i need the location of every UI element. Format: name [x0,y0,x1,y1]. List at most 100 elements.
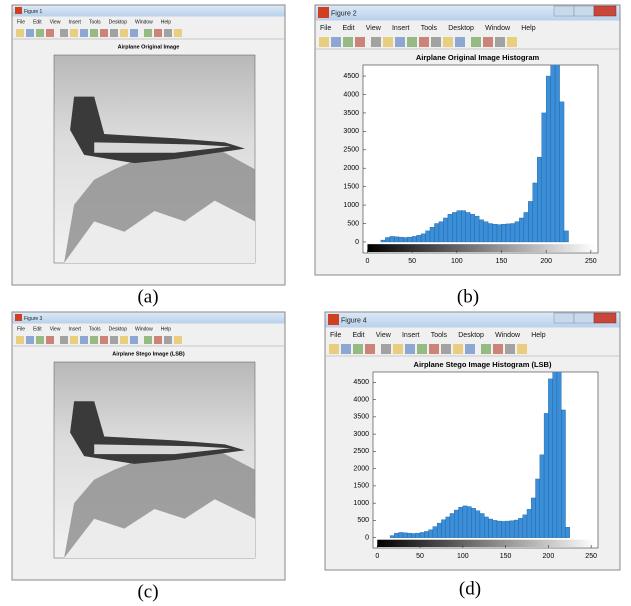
menu-item[interactable]: Window [135,326,153,332]
menu-item[interactable]: View [366,25,382,32]
toolbar-button[interactable] [483,37,493,47]
toolbar-button[interactable] [381,344,391,354]
menu-item[interactable]: Insert [392,25,410,32]
toolbar-button[interactable] [36,336,44,344]
toolbar-button[interactable] [319,37,329,47]
toolbar-button[interactable] [429,344,439,354]
toolbar-button[interactable] [493,344,503,354]
menu-item[interactable]: File [17,326,25,332]
toolbar-button[interactable] [441,344,451,354]
menu-item[interactable]: Edit [33,19,42,25]
toolbar-button[interactable] [395,37,405,47]
toolbar-button[interactable] [407,37,417,47]
menu-item[interactable]: Help [521,25,536,32]
menu-item[interactable]: Edit [342,25,354,32]
toolbar-button[interactable] [144,336,152,344]
menu-item[interactable]: Tools [89,19,101,25]
toolbar-button[interactable] [465,344,475,354]
toolbar-button[interactable] [517,344,527,354]
toolbar-button[interactable] [405,344,415,354]
toolbar-button[interactable] [174,29,182,37]
toolbar-button[interactable] [70,29,78,37]
toolbar-button[interactable] [481,344,491,354]
toolbar-button[interactable] [505,344,515,354]
toolbar-button[interactable] [343,37,353,47]
toolbar-button[interactable] [365,344,375,354]
toolbar-button[interactable] [100,336,108,344]
toolbar-button[interactable] [164,29,172,37]
toolbar-button[interactable] [443,37,453,47]
toolbar-button[interactable] [46,29,54,37]
toolbar-button[interactable] [36,29,44,37]
menu-item[interactable]: File [320,25,331,32]
menu-item[interactable]: View [376,332,392,339]
toolbar-button[interactable] [90,29,98,37]
toolbar-button[interactable] [110,29,118,37]
toolbar-button[interactable] [353,344,363,354]
toolbar-button[interactable] [331,37,341,47]
toolbar-button[interactable] [90,336,98,344]
toolbar-button[interactable] [80,29,88,37]
toolbar-button[interactable] [60,336,68,344]
toolbar-button[interactable] [60,29,68,37]
toolbar-button[interactable] [455,37,465,47]
toolbar-button[interactable] [174,336,182,344]
menu-item[interactable]: Desktop [109,19,128,25]
toolbar-button[interactable] [120,336,128,344]
toolbar-button[interactable] [164,336,172,344]
menu-item[interactable]: Tools [431,332,448,339]
toolbar-button[interactable] [355,37,365,47]
toolbar-button[interactable] [26,336,34,344]
menu-item[interactable]: Insert [402,332,420,339]
toolbar-button[interactable] [495,37,505,47]
toolbar-button[interactable] [417,344,427,354]
toolbar-button[interactable] [100,29,108,37]
menu-item[interactable]: View [50,19,61,25]
toolbar-button[interactable] [329,344,339,354]
toolbar-button[interactable] [16,336,24,344]
toolbar-button[interactable] [120,29,128,37]
menu-item[interactable]: File [330,332,341,339]
menu-item[interactable]: Help [161,326,172,332]
close-button[interactable] [593,312,617,324]
toolbar-button[interactable] [16,29,24,37]
toolbar-button[interactable] [70,336,78,344]
toolbar-button[interactable] [507,37,517,47]
close-button[interactable] [593,5,617,17]
menu-item[interactable]: Desktop [109,326,128,332]
toolbar-button[interactable] [419,37,429,47]
menu-item[interactable]: Help [161,19,172,25]
toolbar-button[interactable] [110,336,118,344]
toolbar-button[interactable] [453,344,463,354]
toolbar-button[interactable] [383,37,393,47]
menu-item[interactable]: Window [135,19,153,25]
menu-item[interactable]: Desktop [448,25,474,32]
maximize-button[interactable] [573,312,595,324]
toolbar-button[interactable] [130,336,138,344]
toolbar-button[interactable] [341,344,351,354]
menu-item[interactable]: View [50,326,61,332]
menu-item[interactable]: Tools [89,326,101,332]
menu-item[interactable]: Insert [68,326,81,332]
toolbar-button[interactable] [26,29,34,37]
menu-item[interactable]: Edit [33,326,42,332]
toolbar-button[interactable] [154,29,162,37]
menu-item[interactable]: Desktop [458,332,484,339]
toolbar-button[interactable] [130,29,138,37]
toolbar-button[interactable] [144,29,152,37]
toolbar-button[interactable] [393,344,403,354]
menu-item[interactable]: File [17,19,25,25]
menu-item[interactable]: Edit [352,332,364,339]
toolbar-button[interactable] [80,336,88,344]
menu-item[interactable]: Tools [421,25,438,32]
menu-item[interactable]: Help [531,332,546,339]
toolbar-button[interactable] [471,37,481,47]
minimize-button[interactable] [553,312,575,324]
toolbar-button[interactable] [371,37,381,47]
menu-item[interactable]: Window [495,332,521,339]
toolbar-button[interactable] [46,336,54,344]
minimize-button[interactable] [553,5,575,17]
maximize-button[interactable] [573,5,595,17]
menu-item[interactable]: Window [485,25,511,32]
menu-item[interactable]: Insert [68,19,81,25]
